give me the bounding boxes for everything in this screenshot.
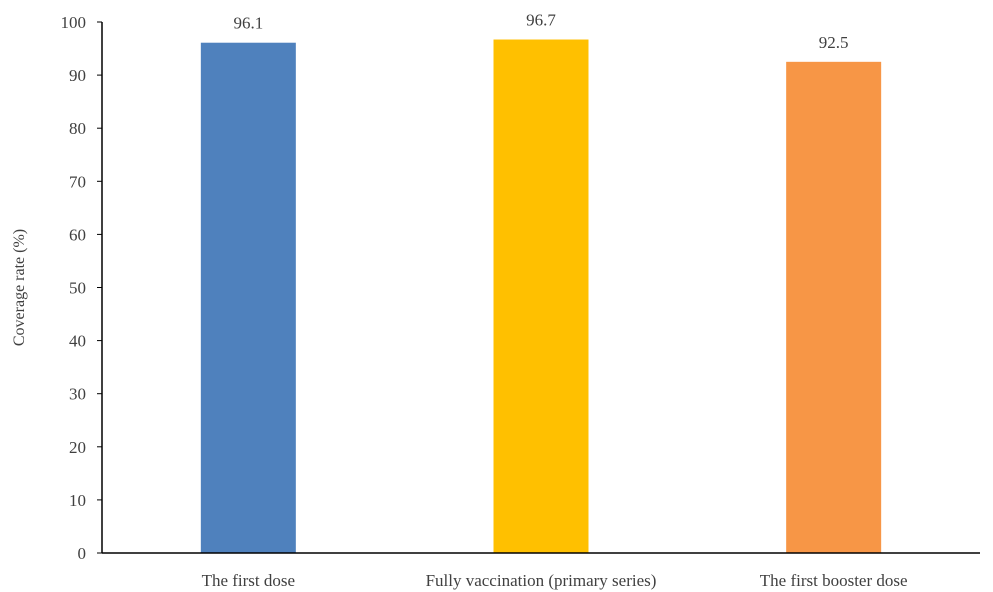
y-axis-ticks: 0 10 20 30 40 50 60 70 80 90 100 <box>61 13 102 563</box>
y-tick-label: 50 <box>69 279 86 298</box>
bar-value-label: 92.5 <box>819 33 849 52</box>
y-tick-label: 10 <box>69 491 86 510</box>
y-axis-title: Coverage rate (%) <box>11 229 28 346</box>
bar-value-label: 96.7 <box>526 11 556 30</box>
bar <box>786 61 882 553</box>
bar <box>200 42 296 554</box>
y-tick-label: 0 <box>78 544 87 563</box>
y-tick-label: 60 <box>69 225 86 244</box>
y-tick-label: 80 <box>69 119 86 138</box>
bar <box>493 39 589 553</box>
data-labels: 96.1 96.7 92.5 <box>233 11 848 52</box>
x-category-label: The first booster dose <box>760 571 908 590</box>
y-tick-label: 20 <box>69 438 86 457</box>
bars <box>200 39 882 554</box>
x-category-label: The first dose <box>202 571 295 590</box>
y-tick-label: 90 <box>69 66 86 85</box>
x-axis-category-labels: The first dose Fully vaccination (primary… <box>202 571 908 590</box>
y-tick-label: 30 <box>69 385 86 404</box>
y-tick-label: 100 <box>61 13 87 32</box>
y-tick-label: 40 <box>69 332 86 351</box>
y-tick-label: 70 <box>69 172 86 191</box>
bar-value-label: 96.1 <box>233 14 263 33</box>
x-category-label: Fully vaccination (primary series) <box>426 571 657 590</box>
